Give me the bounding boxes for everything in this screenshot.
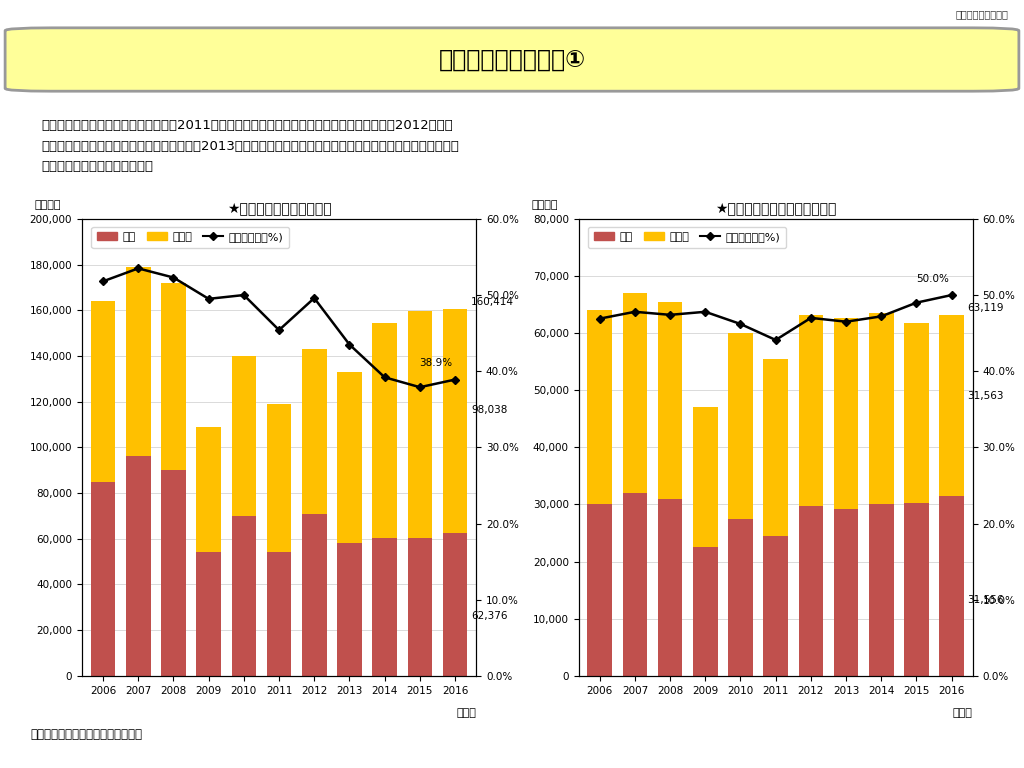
Bar [728,333,753,518]
Bar [126,456,151,676]
Legend: 中部, その他, 中部シェア（%): 中部, その他, 中部シェア（%) [91,227,290,248]
Bar [161,283,185,470]
Bar [231,356,256,516]
Bar [408,538,432,676]
Bar [302,349,327,514]
Text: 160,414: 160,414 [471,297,514,307]
Bar [728,518,753,676]
Bar [442,533,467,676]
Bar [799,315,823,506]
Bar [588,310,612,505]
Bar [197,427,221,552]
Text: ３－５　自動車産業①: ３－５ 自動車産業① [438,48,586,71]
Bar [197,552,221,676]
Bar [161,470,185,676]
Bar [337,372,361,543]
Bar [763,359,788,536]
Bar [657,498,682,676]
Bar [763,536,788,676]
Bar [904,503,929,676]
Bar [588,505,612,676]
Text: （年）: （年） [457,708,476,718]
Text: 31,563: 31,563 [968,392,1004,402]
Bar [373,323,397,538]
Bar [373,538,397,676]
Bar [442,310,467,533]
Text: 31,556: 31,556 [968,595,1004,605]
Bar [91,482,116,676]
Text: （年）: （年） [953,708,973,718]
Text: 乗用車及び自動車部品の生産金額は、2011年は東日本大震災の影響などから減少したものの、2012年はエ
コカー補助金の政策効果などから増加した。2013年からは: 乗用車及び自動車部品の生産金額は、2011年は東日本大震災の影響などから減少した… [41,119,459,173]
Bar [904,323,929,503]
Bar [623,293,647,493]
Bar [693,407,718,548]
Legend: 中部, その他, 中部シェア（%): 中部, その他, 中部シェア（%) [588,227,786,248]
Bar [657,302,682,498]
Text: 中部経済のポイント: 中部経済のポイント [955,9,1009,19]
Bar [302,514,327,676]
Text: （億円）: （億円） [35,200,61,210]
Text: （億円）: （億円） [531,200,558,210]
Bar [834,318,858,509]
Text: 98,038: 98,038 [471,406,507,415]
Bar [337,543,361,676]
Text: 出所：経済産業省「生産動態統計」: 出所：経済産業省「生産動態統計」 [31,728,142,741]
Bar [834,509,858,676]
Title: ★自動車部品　生産金額の推移: ★自動車部品 生産金額の推移 [715,201,837,215]
Bar [623,493,647,676]
Bar [869,313,894,505]
Bar [869,505,894,676]
Bar [939,495,964,676]
Text: 62,376: 62,376 [471,611,507,621]
Bar [266,552,292,676]
Text: 63,119: 63,119 [968,303,1004,313]
FancyBboxPatch shape [5,28,1019,91]
Bar [231,516,256,676]
Title: ★乗用車　生産金額の推移: ★乗用車 生産金額の推移 [226,201,332,215]
Bar [126,266,151,456]
Bar [693,548,718,676]
Bar [799,506,823,676]
Bar [408,311,432,538]
Bar [266,404,292,552]
Text: 38.9%: 38.9% [419,358,453,368]
Bar [939,316,964,495]
Bar [91,301,116,482]
Text: 50.0%: 50.0% [915,273,949,283]
